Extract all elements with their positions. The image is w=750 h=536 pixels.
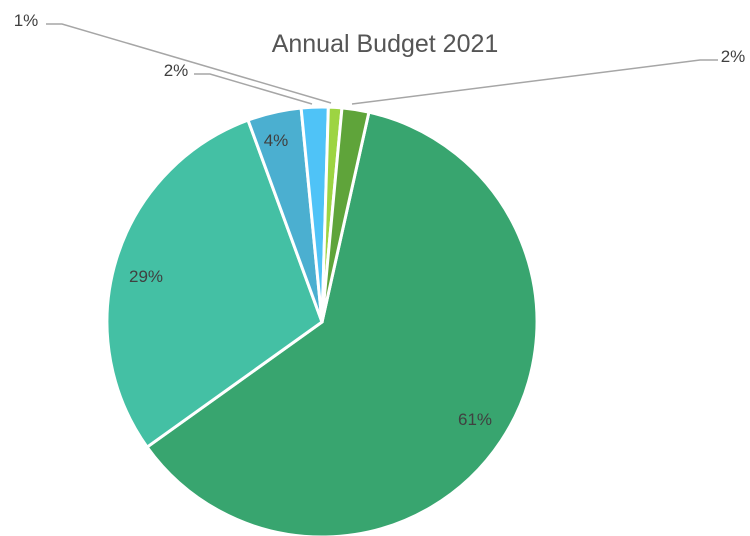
data-labels: 61% 29% 4% 2% 1% 2%	[14, 11, 746, 429]
data-label-5: 2%	[721, 47, 746, 66]
pie-slice-1	[105, 118, 324, 450]
leader-line-3	[194, 73, 313, 105]
leader-lines	[46, 23, 718, 105]
data-label-4: 1%	[14, 11, 39, 30]
data-label-2: 4%	[264, 131, 289, 150]
data-label-0: 61%	[458, 410, 492, 429]
pie-slice-5	[320, 106, 371, 323]
leader-line-4	[46, 23, 332, 104]
data-label-1: 29%	[129, 267, 163, 286]
leader-line-5	[351, 59, 718, 105]
pie-slice-0	[145, 110, 539, 536]
chart-title: Annual Budget 2021	[271, 30, 499, 58]
data-label-3: 2%	[164, 61, 189, 80]
pie-slices	[105, 105, 539, 536]
